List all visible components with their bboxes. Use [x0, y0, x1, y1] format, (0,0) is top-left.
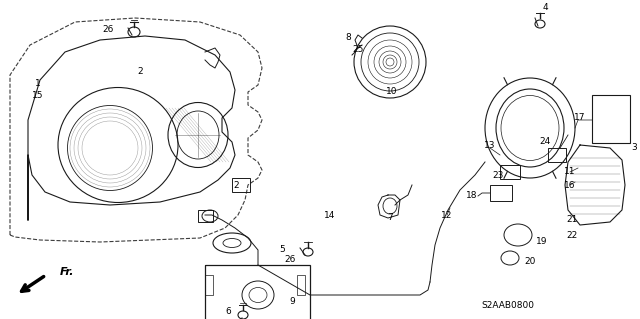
Text: 21: 21	[566, 216, 578, 225]
Text: 5: 5	[279, 246, 285, 255]
Text: 2: 2	[137, 68, 143, 77]
Text: 11: 11	[564, 167, 576, 176]
Text: 24: 24	[540, 137, 550, 146]
Text: 7: 7	[387, 213, 393, 222]
Text: 18: 18	[467, 190, 477, 199]
Text: 19: 19	[536, 238, 548, 247]
Text: 1: 1	[35, 78, 41, 87]
Text: 9: 9	[289, 298, 295, 307]
Text: 26: 26	[102, 26, 114, 34]
Text: Fr.: Fr.	[60, 267, 74, 277]
Text: 22: 22	[566, 231, 578, 240]
Text: 12: 12	[442, 211, 452, 219]
Text: 23: 23	[492, 170, 504, 180]
Text: 3: 3	[631, 144, 637, 152]
Text: 8: 8	[345, 33, 351, 42]
Text: 13: 13	[484, 140, 496, 150]
Text: 15: 15	[32, 92, 44, 100]
Text: 26: 26	[284, 256, 296, 264]
Text: 17: 17	[574, 114, 586, 122]
Text: 4: 4	[542, 4, 548, 12]
Text: S2AAB0800: S2AAB0800	[481, 300, 534, 309]
Text: 6: 6	[225, 308, 231, 316]
Text: 16: 16	[564, 181, 576, 189]
Text: 14: 14	[324, 211, 336, 219]
Text: 10: 10	[387, 87, 397, 97]
Text: 2: 2	[233, 181, 239, 189]
Text: 20: 20	[524, 257, 536, 266]
Text: 25: 25	[352, 46, 364, 55]
